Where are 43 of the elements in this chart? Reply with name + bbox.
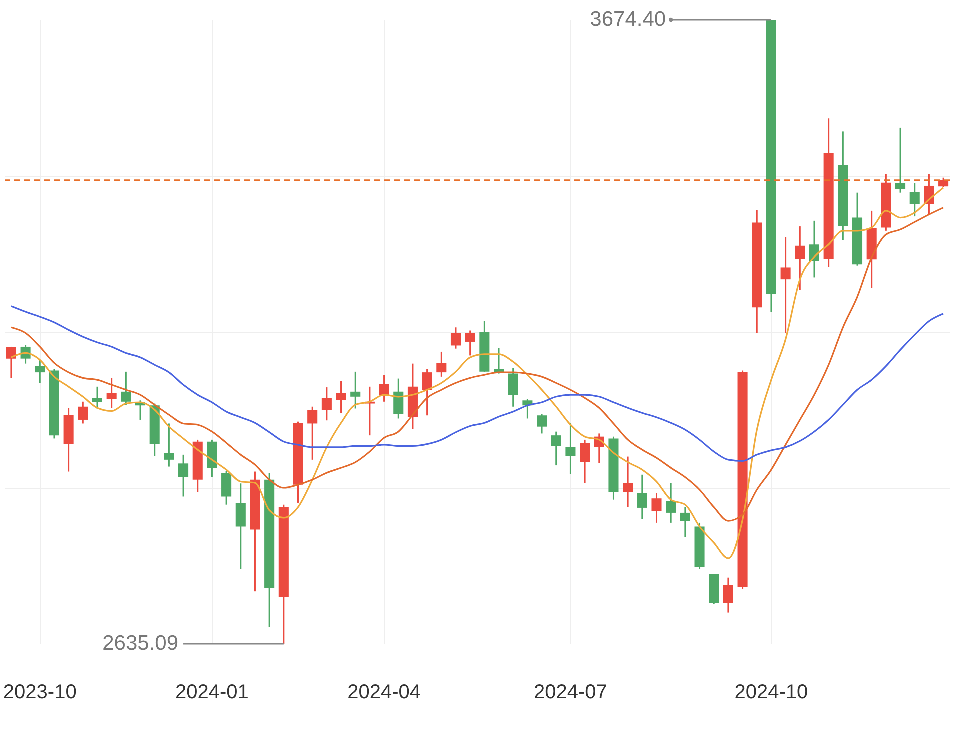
candlestick (35, 359, 46, 384)
candlestick (436, 351, 447, 378)
candlestick (106, 377, 117, 409)
candlestick (637, 474, 648, 520)
candlestick (580, 439, 590, 484)
candlestick (680, 506, 690, 538)
candlestick (222, 470, 232, 506)
candlestick (6, 346, 16, 379)
candlestick (121, 371, 132, 406)
candlestick (795, 226, 806, 291)
x-tick-label: 2024-01 (176, 682, 249, 704)
candlestick (336, 380, 346, 414)
candlestick (450, 326, 462, 350)
candlestick (178, 454, 189, 498)
candlestick (938, 177, 949, 188)
x-tick-label: 2024-04 (348, 682, 421, 704)
annotation: 3674.40 (590, 8, 666, 31)
candlestick (164, 422, 174, 468)
candlestick (666, 482, 676, 524)
annotation: 2635.09 (102, 632, 179, 655)
x-tick-label: 2024-07 (534, 682, 608, 704)
candlestick (308, 406, 318, 461)
candlestick (394, 378, 404, 420)
candlestick (723, 577, 734, 614)
candlestick (537, 414, 548, 434)
x-tick-label: 2024-10 (734, 682, 808, 704)
candlestick (508, 367, 518, 408)
candlestick (322, 386, 332, 422)
candlestick (566, 422, 576, 476)
candlestick (92, 386, 103, 410)
candlestick (896, 127, 906, 194)
candlestick (551, 431, 562, 466)
candlestick (350, 371, 361, 410)
candlestick (379, 374, 390, 403)
candlestick (910, 182, 920, 218)
x-tick-label: 2023-10 (3, 682, 77, 704)
candlestick (465, 330, 476, 356)
candlestick (780, 236, 791, 334)
candlestick (78, 401, 88, 424)
candlestick (422, 368, 432, 416)
candlestick (623, 456, 634, 508)
candlestick (652, 492, 662, 524)
candlestick (236, 482, 246, 570)
